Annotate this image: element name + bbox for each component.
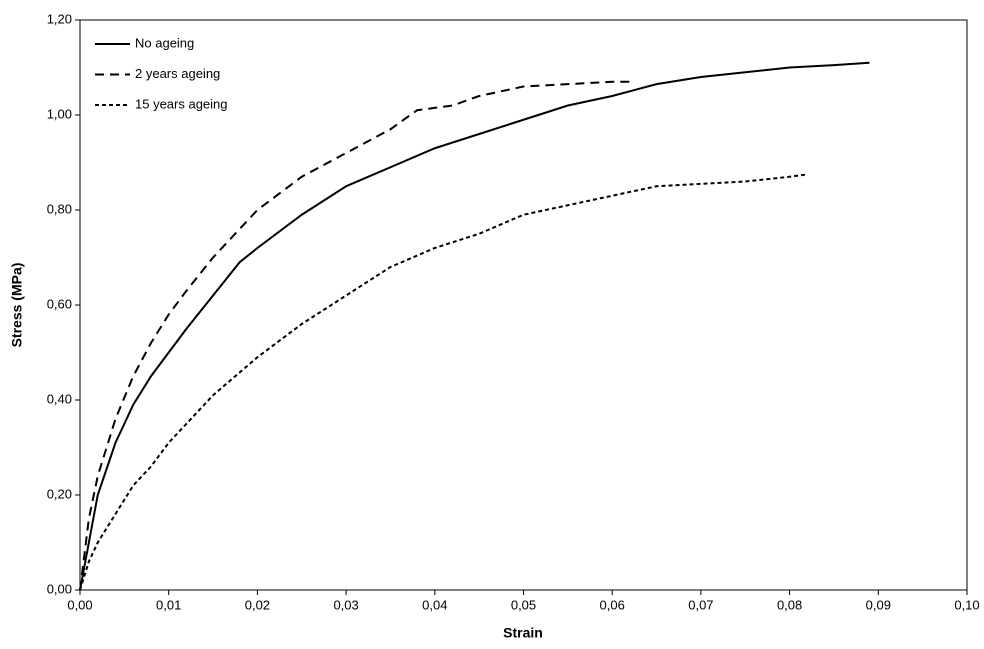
legend-label: No ageing xyxy=(135,35,194,50)
x-tick-label: 0,10 xyxy=(954,597,979,612)
x-tick-label: 0,06 xyxy=(600,597,625,612)
x-tick-label: 0,07 xyxy=(688,597,713,612)
x-tick-label: 0,08 xyxy=(777,597,802,612)
series-line xyxy=(79,61,870,591)
y-tick-label: 0,20 xyxy=(47,486,72,501)
x-tick-label: 0,00 xyxy=(67,597,92,612)
y-axis-title: Stress (MPa) xyxy=(9,263,25,348)
x-axis-title: Strain xyxy=(503,625,543,641)
y-tick-label: 1,00 xyxy=(47,106,72,121)
x-tick-label: 0,03 xyxy=(333,597,358,612)
y-tick-label: 0,80 xyxy=(47,201,72,216)
y-tick-label: 0,00 xyxy=(47,581,72,596)
x-tick-label: 0,02 xyxy=(245,597,270,612)
y-tick-label: 0,40 xyxy=(47,391,72,406)
y-tick-label: 0,60 xyxy=(47,296,72,311)
x-tick-label: 0,09 xyxy=(866,597,891,612)
y-tick-label: 1,20 xyxy=(47,11,72,26)
series-line xyxy=(79,80,630,591)
series-line xyxy=(79,173,808,591)
legend-label: 2 years ageing xyxy=(135,66,220,81)
x-tick-label: 0,04 xyxy=(422,597,447,612)
x-tick-label: 0,05 xyxy=(511,597,536,612)
x-tick-label: 0,01 xyxy=(156,597,181,612)
legend-label: 15 years ageing xyxy=(135,96,228,111)
